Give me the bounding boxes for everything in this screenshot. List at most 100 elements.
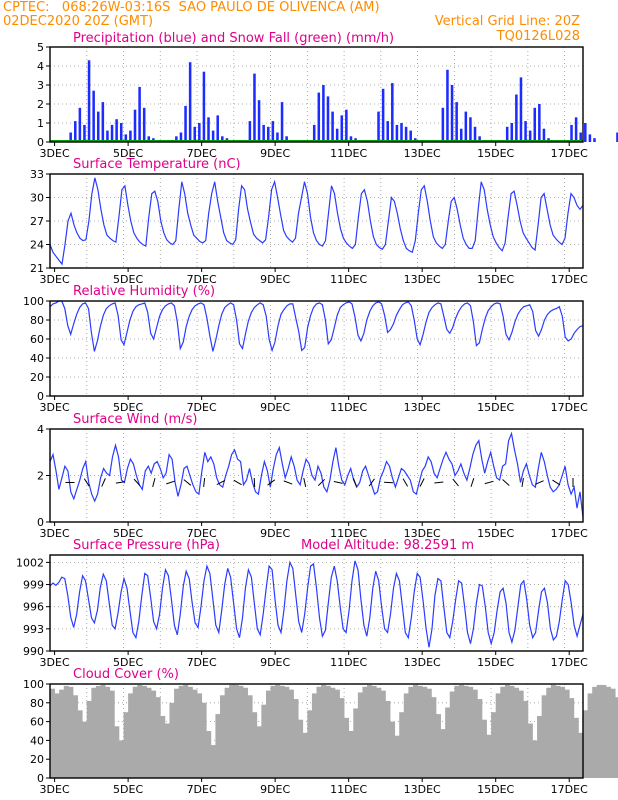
cloud-bar [371, 685, 377, 778]
precip-bar [326, 96, 330, 142]
cloud-bar [468, 686, 474, 778]
cloud-bar [353, 708, 359, 778]
cloud-bar [569, 698, 575, 778]
cloud-bar [587, 693, 593, 778]
wind-arrow [419, 478, 425, 487]
cloud-bar [454, 685, 460, 778]
wind-arrow [352, 478, 358, 487]
wind-arrow [333, 481, 343, 484]
y-tick-label: 0 [37, 516, 44, 529]
cloud-bar [523, 700, 529, 778]
wind-arrow [303, 477, 307, 487]
precip-bar [147, 136, 151, 142]
header-location: CPTEC: 068:26W-03:16S SAO PAULO DE OLIVE… [3, 0, 380, 15]
header-run-time: 02DEC2020 20Z (GMT) [3, 14, 154, 29]
precip-bar [505, 126, 509, 142]
y-tick-label: 0 [37, 772, 44, 785]
wind-arrow [317, 478, 326, 487]
cloud-bar [229, 684, 235, 778]
x-tick-label: 9DEC [260, 656, 290, 669]
precip-bar [317, 92, 321, 142]
x-tick-label: 15DEC [477, 656, 514, 669]
precip-bar [349, 136, 353, 142]
cloud-bar [307, 710, 313, 778]
precip-bar [404, 126, 408, 142]
y-tick-label: 30 [30, 192, 44, 205]
precip-bar [198, 123, 201, 142]
cloud-bar [532, 740, 538, 778]
x-tick-label: 11DEC [330, 401, 367, 414]
cloud-bar [431, 697, 437, 778]
cloud-bar [583, 710, 588, 778]
precip-bar [221, 136, 224, 142]
cloud-bar [261, 704, 267, 778]
temp-panel-title: Surface Temperature (nC) [73, 157, 241, 172]
x-tick-label: 17DEC [551, 527, 588, 540]
cloud-bar [541, 695, 547, 778]
precip-bar [588, 134, 592, 142]
precip-bar [193, 126, 197, 142]
precip-bar [381, 88, 385, 142]
temp-series-line [49, 177, 584, 266]
wind-arrow [83, 478, 90, 487]
cloud-bar [380, 690, 386, 778]
cloud-bar [408, 686, 414, 778]
wind-arrow [470, 478, 475, 487]
precip-bar [335, 128, 339, 142]
x-tick-label: 11DEC [330, 783, 367, 796]
y-tick-label: 1002 [16, 556, 44, 569]
precip-bar [528, 130, 532, 142]
x-tick-label: 9DEC [260, 783, 290, 796]
precip-bar [285, 136, 288, 142]
cloud-bar [486, 734, 492, 778]
wind-arrow [203, 477, 206, 488]
cloud-bar [86, 700, 92, 778]
precip-bar [446, 69, 449, 142]
cloud-bar [100, 684, 106, 778]
precip-bar [74, 121, 77, 142]
x-tick-label: 11DEC [330, 147, 367, 160]
x-tick-label: 17DEC [551, 401, 588, 414]
y-tick-label: 2 [37, 98, 44, 111]
wind-arrow [267, 479, 276, 486]
cloud-bar [118, 740, 124, 778]
precip-bar [616, 132, 618, 142]
y-tick-label: 996 [23, 601, 44, 614]
cloud-bar [449, 691, 455, 778]
precip-bar [271, 121, 275, 142]
cloud-bar [339, 698, 345, 778]
x-tick-label: 15DEC [477, 401, 514, 414]
precip-bar [216, 115, 219, 142]
x-tick-label: 7DEC [187, 656, 217, 669]
cloud-bar [537, 715, 543, 778]
precip-bar [262, 124, 265, 142]
x-tick-label: 17DEC [551, 783, 588, 796]
cloud-bar [555, 685, 561, 778]
wind-arrow [368, 478, 375, 487]
cloud-bar [123, 712, 129, 778]
y-tick-label: 80 [30, 314, 44, 327]
precip-bar [138, 86, 141, 142]
cloud-bar [178, 685, 184, 778]
precip-bar [464, 111, 468, 142]
y-tick-label: 80 [30, 697, 44, 710]
x-tick-label: 9DEC [260, 273, 290, 286]
cloud-bar [247, 695, 253, 778]
wind-arrow [115, 481, 125, 484]
x-tick-label: 7DEC [187, 147, 217, 160]
precip-bar [101, 102, 105, 142]
cloud-bar [546, 687, 552, 778]
wind-arrow [216, 479, 226, 485]
x-tick-label: 5DEC [113, 656, 143, 669]
x-tick-label: 7DEC [187, 401, 217, 414]
x-tick-label: 3DEC [40, 273, 70, 286]
precip-bar [184, 105, 187, 142]
precip-bar [83, 124, 86, 142]
x-tick-label: 13DEC [404, 273, 441, 286]
panel-frame [49, 300, 584, 397]
y-tick-label: 999 [23, 579, 44, 592]
x-tick-label: 15DEC [477, 273, 514, 286]
x-tick-label: 5DEC [113, 783, 143, 796]
precip-bar [345, 109, 348, 142]
x-tick-label: 5DEC [113, 147, 143, 160]
